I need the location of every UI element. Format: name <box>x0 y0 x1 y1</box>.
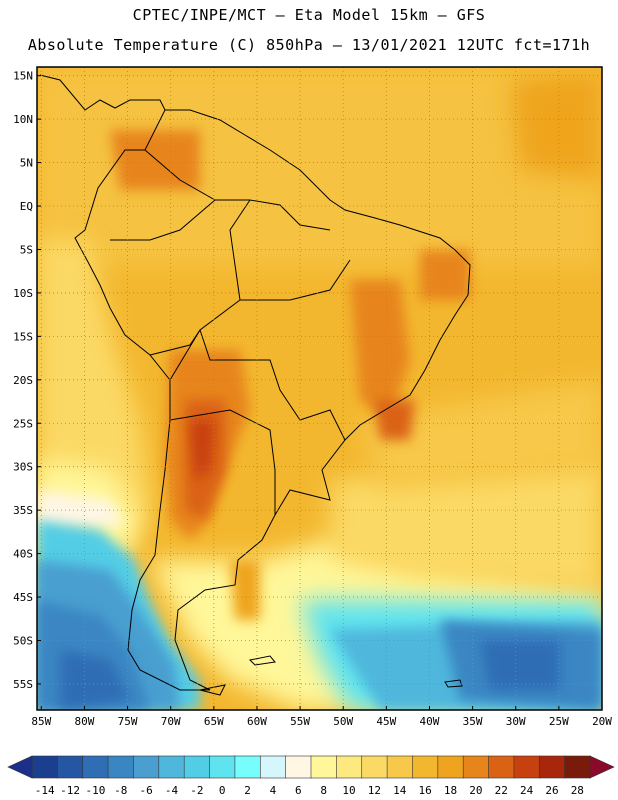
colorbar-label: 0 <box>219 784 226 797</box>
lat-tick-label: 55S <box>13 678 33 691</box>
colorbar-swatch <box>183 755 211 779</box>
colorbar-swatch <box>538 755 566 779</box>
colorbar-label: -2 <box>190 784 203 797</box>
colorbar-swatch <box>209 755 236 779</box>
lat-tick-label: 15S <box>13 330 33 343</box>
colorbar-label: -8 <box>114 784 127 797</box>
colorbar: -14 -12 -10 -8 -6 -4 -2 0 2 4 6 8 10 12 14 16 18 20 22 24 26… <box>7 755 615 797</box>
map-title-line1: CPTEC/INPE/MCT — Eta Model 15km — GFS <box>132 6 486 24</box>
colorbar-label: 4 <box>270 784 277 797</box>
colorbar-label: 6 <box>295 784 302 797</box>
lat-tick-label: EQ <box>20 200 33 213</box>
colorbar-under-arrow <box>7 755 33 779</box>
temperature-field <box>37 67 602 710</box>
lat-tick-label: 30S <box>13 461 33 474</box>
colorbar-label: -4 <box>165 784 179 797</box>
longitude-axis: 85W 80W 75W 70W 65W 60W 55W 50W 45W 40W 35W 30W 25W 2… <box>31 706 612 728</box>
lon-tick-label: 65W <box>204 715 224 728</box>
lat-tick-label: 50S <box>13 634 33 647</box>
colorbar-label: 20 <box>469 784 482 797</box>
lat-tick-label: 45S <box>13 591 33 604</box>
colorbar-swatch <box>488 755 515 779</box>
lon-tick-label: 30W <box>506 715 526 728</box>
colorbar-label: -12 <box>60 784 80 797</box>
map-frame <box>36 66 603 711</box>
lat-tick-label: 25S <box>13 417 33 430</box>
colorbar-swatch <box>564 755 591 779</box>
lat-tick-label: 10S <box>13 287 33 300</box>
colorbar-label: 18 <box>444 784 457 797</box>
colorbar-swatch <box>462 755 490 779</box>
lon-tick-label: 45W <box>376 715 396 728</box>
colorbar-swatch <box>259 755 287 779</box>
colorbar-label: 22 <box>495 784 508 797</box>
colorbar-swatch <box>31 755 59 779</box>
lat-tick-label: 35S <box>13 504 33 517</box>
lon-tick-label: 80W <box>75 715 95 728</box>
colorbar-label: 8 <box>320 784 327 797</box>
lat-tick-label: 10N <box>13 113 33 126</box>
colorbar-label: -10 <box>85 784 105 797</box>
lon-tick-label: 35W <box>463 715 483 728</box>
colorbar-swatch <box>133 755 160 779</box>
colorbar-over-arrow <box>589 755 615 779</box>
map-title-line2: Absolute Temperature (C) 850hPa — 13/01/… <box>27 36 591 54</box>
colorbar-swatch <box>361 755 388 779</box>
lat-tick-label: 40S <box>13 548 33 561</box>
lon-tick-label: 85W <box>31 715 51 728</box>
lon-tick-label: 70W <box>161 715 181 728</box>
colorbar-swatch <box>57 755 84 779</box>
colorbar-label: 10 <box>342 784 355 797</box>
colorbar-label: 2 <box>244 784 251 797</box>
lon-tick-label: 75W <box>118 715 138 728</box>
colorbar-swatch <box>158 755 185 779</box>
colorbar-swatch <box>513 755 541 779</box>
lon-tick-label: 40W <box>420 715 440 728</box>
lon-tick-label: 20W <box>592 715 612 728</box>
colorbar-swatch <box>386 755 414 779</box>
colorbar-swatch <box>412 755 439 779</box>
colorbar-label: 28 <box>571 784 584 797</box>
lon-tick-label: 60W <box>247 715 267 728</box>
lon-tick-label: 25W <box>549 715 569 728</box>
colorbar-label: -6 <box>140 784 153 797</box>
colorbar-label: 24 <box>520 784 534 797</box>
colorbar-label: 14 <box>393 784 407 797</box>
lat-tick-label: 5N <box>20 157 33 170</box>
lat-tick-label: 20S <box>13 374 33 387</box>
colorbar-swatch <box>285 755 312 779</box>
colorbar-swatch <box>107 755 135 779</box>
lon-tick-label: 55W <box>290 715 310 728</box>
colorbar-swatch <box>234 755 262 779</box>
colorbar-swatch <box>82 755 109 779</box>
colorbar-swatch <box>310 755 338 779</box>
colorbar-label: -14 <box>35 784 55 797</box>
colorbar-label: 16 <box>419 784 432 797</box>
colorbar-label: 12 <box>368 784 381 797</box>
colorbar-label: 26 <box>545 784 558 797</box>
latitude-axis: 15N 10N 5N EQ 5S 10S 15S 20S 25S 30S 35S 40S 45S 50S 5… <box>13 70 41 691</box>
lat-tick-label: 15N <box>13 70 33 83</box>
colorbar-swatch <box>437 755 464 779</box>
lon-tick-label: 50W <box>333 715 353 728</box>
colorbar-swatch <box>336 755 363 779</box>
lat-tick-label: 5S <box>20 243 33 256</box>
